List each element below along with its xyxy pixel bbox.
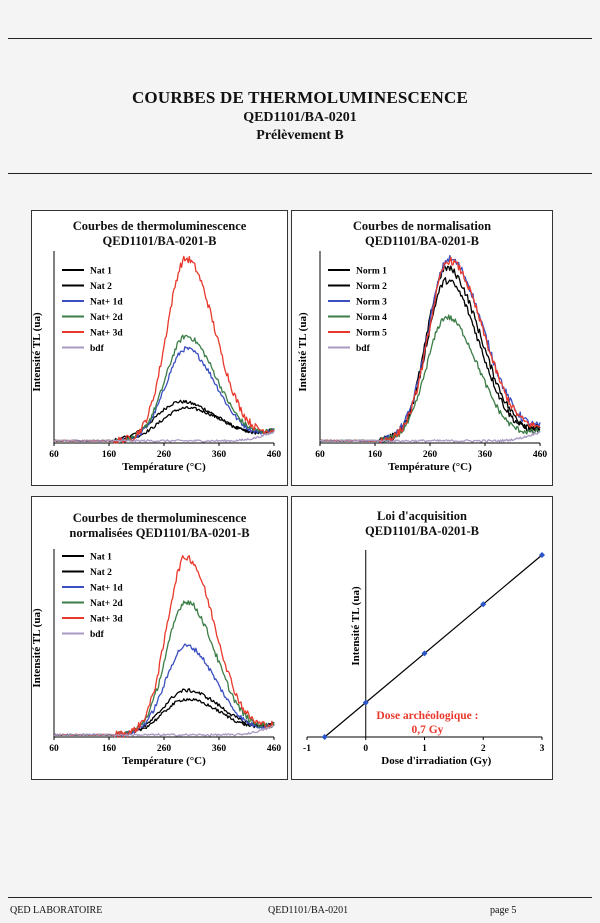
x-tick-label: 160 [368,450,383,460]
x-tick-label: 260 [423,450,438,460]
footer-right: page 5 [490,905,517,916]
chart-title-line-2: normalisées QED1101/BA-0201-B [69,526,250,540]
legend-label: bdf [90,630,105,640]
x-tick-label: 360 [212,744,227,754]
series-line-bdf [53,724,275,737]
x-tick-label: 0 [363,744,368,754]
series-line-norm-2 [319,277,541,444]
x-tick-label: 360 [478,450,493,460]
series-line-norm-4 [319,314,541,444]
x-axis-label: Dose d'irradiation (Gy) [381,755,491,767]
chart-title-line-1: Courbes de normalisation [352,219,492,233]
x-tick-label: 160 [102,450,117,460]
chart-tl-curves-svg: Intensité TL (ua) 60 160 260 360 460 Températu… [32,251,282,473]
series-line-norm-5 [320,256,541,444]
page-sample: Prélèvement B [256,128,344,143]
page-code: QED1101/BA-0201 [243,110,357,125]
chart-title-line-1: Courbes de thermoluminescence [72,219,247,233]
data-point [480,601,487,608]
legend-label: Nat 1 [90,553,112,563]
page-header: COURBES DE THERMOLUMINESCENCE QED1101/BA… [0,88,600,144]
top-rule [8,38,592,39]
x-tick-label: 260 [157,450,172,460]
chart-normalisation: Courbes de normalisation QED1101/BA-0201… [291,210,553,486]
legend-label: Norm 3 [356,298,387,308]
legend-label: Nat+ 1d [90,298,123,308]
page-title: COURBES DE THERMOLUMINESCENCE [131,88,469,107]
y-axis-label: Intensité TL (ua) [297,312,309,392]
legend-label: Nat+ 1d [90,584,123,594]
x-axis-label: Température (°C) [388,461,472,473]
footer-center: QED1101/BA-0201 [268,905,349,916]
footer-rule [8,897,592,898]
y-axis-label: Intensité TL (ua) [350,586,362,666]
legend-label: Norm 5 [356,329,387,339]
x-tick-label: 260 [157,744,172,754]
legend-label: Nat+ 3d [90,615,123,625]
series-line-bdf [319,430,541,443]
chart-title-line-2: QED1101/BA-0201-B [365,524,479,538]
x-axis-label: Température (°C) [122,461,206,473]
x-tick-label: 460 [533,450,548,460]
annotation-line: Dose archéologique : [376,710,478,722]
chart-tl-normalized: Courbes de thermoluminescence normalisée… [31,496,288,780]
x-tick-label: 60 [315,450,325,460]
legend-label: Nat 2 [90,282,112,292]
chart-title-line-1: Loi d'acquisition [377,509,467,523]
legend-label: bdf [356,344,371,354]
data-point [539,552,545,558]
chart-title-line-2: QED1101/BA-0201-B [102,234,217,248]
x-tick-label: 2 [481,744,486,754]
x-tick-label: 60 [49,450,59,460]
data-point [321,734,328,740]
x-tick-label: 360 [212,450,227,460]
legend-label: Norm 1 [356,267,387,277]
x-tick-label: 460 [267,744,282,754]
chart-title-line-2: QED1101/BA-0201-B [365,234,479,248]
chart-tl-curves: Courbes de thermoluminescence QED1101/BA… [31,210,288,486]
x-tick-label: 1 [422,744,427,754]
legend-label: Norm 4 [356,313,387,323]
chart-tl-normalized-svg: Intensité TL (ua) 60 160 260 360 460 Températu… [32,549,282,767]
annotation-line: 0,7 Gy [411,724,443,736]
footer-left: QED LABORATOIRE [10,905,103,916]
series-line-nat-3d [53,255,275,444]
series-line-norm-3 [319,254,541,443]
x-tick-label: 60 [49,744,59,754]
x-tick-label: -1 [303,744,311,754]
legend-label: Nat 2 [90,568,112,578]
x-axis-label: Température (°C) [122,755,206,767]
chart-acquisition-svg: -1 0 1 2 3 Dose d'irradiation (Gy) Intensité T… [303,550,545,767]
y-axis-label: Intensité TL (ua) [32,608,43,688]
header-rule [8,173,592,174]
chart-acquisition: Loi d'acquisition QED1101/BA-0201-B -1 0 1… [291,496,553,780]
legend-label: Nat+ 3d [90,329,123,339]
chart-title-line-1: Courbes de thermoluminescence [72,511,247,525]
legend-label: bdf [90,344,105,354]
series-line-nat-3d [54,555,275,738]
x-tick-label: 3 [540,744,545,754]
legend-label: Nat+ 2d [90,313,123,323]
series-line-bdf [53,430,275,443]
x-tick-label: 460 [267,450,282,460]
fit-line [324,554,543,738]
series-line-nat-1 [53,688,275,737]
legend-label: Nat+ 2d [90,599,123,609]
y-axis-label: Intensité TL (ua) [32,312,43,392]
legend-label: Norm 2 [356,282,387,292]
data-point [362,699,369,706]
legend-label: Nat 1 [90,267,112,277]
x-tick-label: 160 [102,744,117,754]
chart-normalisation-svg: Intensité TL (ua) 60 160 260 360 460 Températu… [297,251,548,473]
data-point [421,650,428,657]
